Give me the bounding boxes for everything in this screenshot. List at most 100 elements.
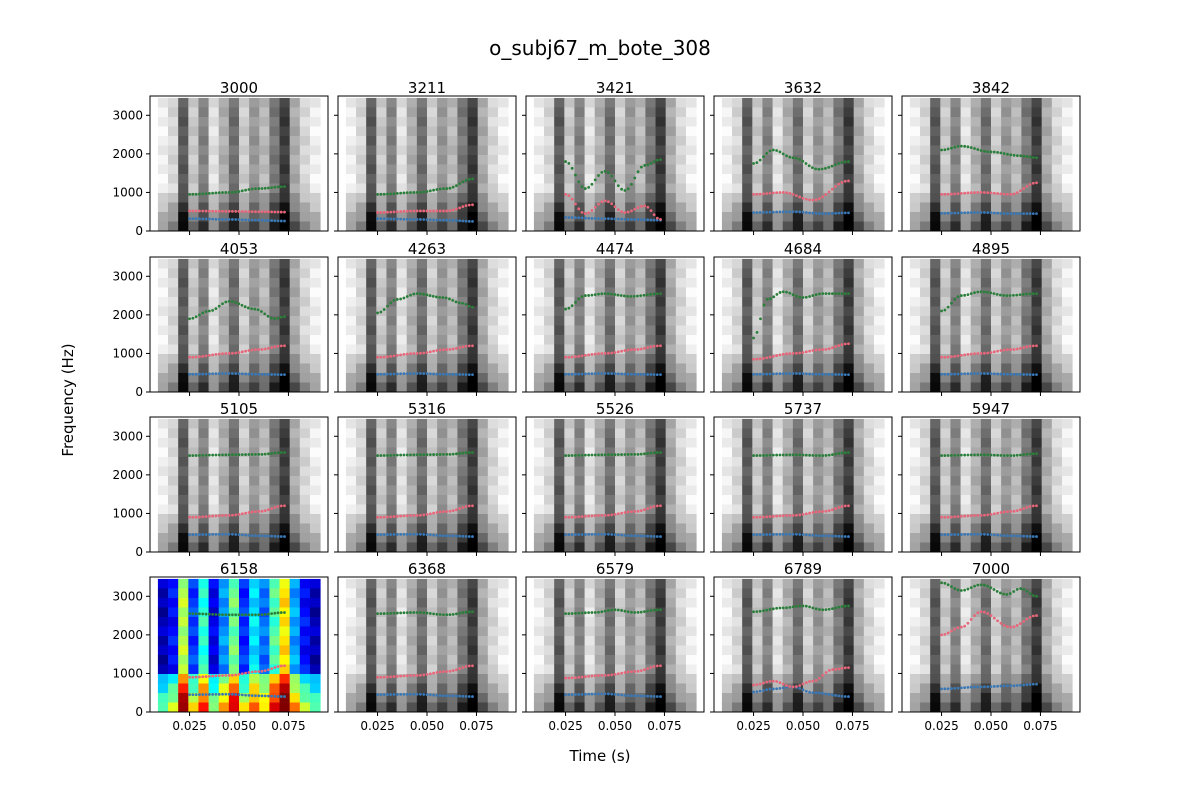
spectrogram-cell <box>218 221 230 232</box>
spectrogram-cell <box>178 135 189 146</box>
spectrogram-cell <box>594 363 606 374</box>
spectrogram-cell <box>544 382 555 393</box>
spectrogram-cell <box>218 258 230 269</box>
formant-point <box>1019 189 1022 193</box>
formant-point <box>382 515 386 519</box>
formant-point <box>467 203 471 207</box>
spectrogram-cell <box>366 107 377 118</box>
spectrogram-cell <box>970 126 982 137</box>
spectrogram-cell <box>574 296 586 307</box>
spectrogram-cell <box>345 325 357 336</box>
spectrogram-cell <box>208 202 220 213</box>
formant-point <box>435 188 439 191</box>
formant-point <box>448 209 452 213</box>
spectrogram-cell <box>239 116 250 127</box>
spectrogram-cell <box>721 513 733 524</box>
spectrogram-cell <box>218 456 230 467</box>
formant-point <box>630 372 633 376</box>
spectrogram-cell <box>635 116 646 127</box>
spectrogram-cell <box>970 456 982 467</box>
spectrogram-cell <box>1011 532 1022 543</box>
spectrogram-cell <box>178 363 189 374</box>
spectrogram-cell <box>823 542 834 553</box>
spectrogram-cell <box>289 164 301 175</box>
spectrogram-cell <box>909 513 921 524</box>
spectrogram-cell <box>299 126 311 137</box>
spectrogram-cell <box>396 382 408 393</box>
spectrogram-cell <box>249 268 260 279</box>
spectrogram-cell <box>782 173 794 184</box>
formant-point <box>969 372 973 375</box>
spectrogram-cell <box>467 287 479 298</box>
spectrogram-cell <box>279 296 291 307</box>
spectrogram-cell <box>792 325 804 336</box>
spectrogram-cell <box>345 258 357 269</box>
spectrogram-cell <box>188 344 199 355</box>
formant-point <box>283 210 286 214</box>
formant-point <box>992 150 996 154</box>
spectrogram-cell <box>1011 315 1022 326</box>
spectrogram-cell <box>416 192 428 203</box>
spectrogram-cell <box>447 363 458 374</box>
formant-point <box>831 212 834 215</box>
formant-point <box>577 515 581 519</box>
spectrogram-cell <box>259 221 270 232</box>
spectrogram-cell <box>544 258 555 269</box>
formant-point <box>188 533 191 537</box>
spectrogram-cell <box>742 126 753 137</box>
formant-point <box>817 197 821 201</box>
spectrogram-cell <box>1061 211 1073 222</box>
spectrogram-cell <box>457 542 469 553</box>
spectrogram-cell <box>1021 363 1033 374</box>
spectrogram-cell <box>208 334 220 345</box>
formant-point <box>204 453 208 457</box>
formant-point <box>386 217 389 221</box>
spectrogram-cell <box>366 258 377 269</box>
spectrogram-cell <box>813 221 824 232</box>
spectrogram-cell <box>269 485 281 496</box>
spectrogram-cell <box>544 97 555 108</box>
spectrogram-cell <box>980 221 992 232</box>
spectrogram-cell <box>228 154 240 165</box>
spectrogram-cell <box>386 542 398 553</box>
spectrogram-cell <box>208 447 220 458</box>
spectrogram-cell <box>645 306 657 317</box>
spectrogram-cell <box>437 523 448 534</box>
formant-point <box>995 292 999 296</box>
spectrogram-cell <box>427 382 438 393</box>
spectrogram-cell <box>813 173 824 184</box>
formant-point <box>451 208 455 212</box>
spectrogram-cell <box>457 382 469 393</box>
spectrogram-cell <box>497 183 509 194</box>
spectrogram-cell <box>752 532 763 543</box>
formant-point <box>570 515 574 519</box>
spectrogram-cell <box>645 164 657 175</box>
formant-point <box>847 373 850 377</box>
spectrogram-cell <box>1031 164 1043 175</box>
spectrogram-cell <box>920 315 931 326</box>
spectrogram-cell <box>594 268 606 279</box>
spectrogram-cell <box>564 97 575 108</box>
formant-point <box>969 514 973 518</box>
spectrogram-cell <box>178 683 189 694</box>
spectrogram-cell <box>533 353 545 364</box>
spectrogram-cell <box>1061 277 1073 288</box>
formant-point <box>214 209 218 213</box>
spectrogram-cell <box>249 542 260 553</box>
spectrogram-cell <box>168 363 179 374</box>
spectrogram-cell <box>533 344 545 355</box>
spectrogram-cell <box>1041 202 1053 213</box>
formant-point <box>983 211 986 214</box>
formant-point <box>827 347 831 351</box>
spectrogram-cell <box>853 447 865 458</box>
spectrogram-cell <box>218 523 230 534</box>
formant-point <box>969 146 973 149</box>
spectrogram-cell <box>396 532 408 543</box>
formant-point <box>801 196 805 200</box>
formant-point <box>583 212 587 216</box>
formant-point <box>950 355 953 359</box>
spectrogram-cell <box>467 325 479 336</box>
spectrogram-cell <box>477 277 489 288</box>
spectrogram-cell <box>345 192 357 203</box>
spectrogram-cell <box>366 296 377 307</box>
